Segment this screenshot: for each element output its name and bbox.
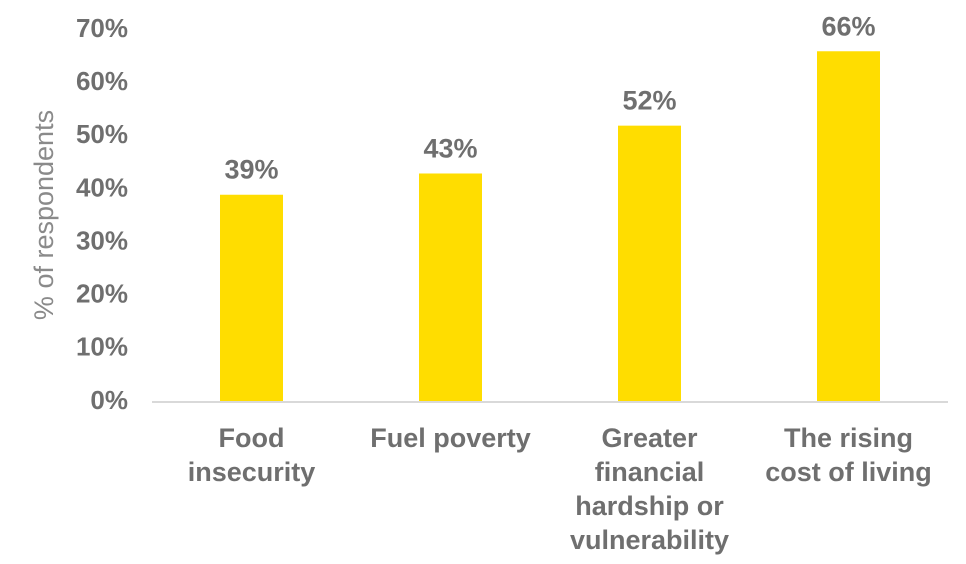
x-category-label-line: Greater xyxy=(601,423,698,453)
x-category-label-line: insecurity xyxy=(188,457,316,487)
x-category-label-line: Fuel poverty xyxy=(370,423,531,453)
y-tick-label: 40% xyxy=(76,172,128,202)
y-tick-label: 70% xyxy=(76,13,128,43)
x-category-label: The rising cost of living xyxy=(765,423,932,487)
bar xyxy=(220,194,283,402)
x-category-label: Food insecurity xyxy=(188,423,316,487)
y-tick-label: 20% xyxy=(76,279,128,309)
bar-series xyxy=(220,51,880,403)
x-axis-category-labels: Food insecurity Fuel poverty Greater financi… xyxy=(188,423,932,555)
x-category-label-line: cost of living xyxy=(765,457,932,487)
x-category-label: Greater financial hardship or vulnerability xyxy=(570,423,729,555)
bar-value-label: 43% xyxy=(423,133,477,163)
x-category-label-line: Food xyxy=(219,423,285,453)
x-category-label-line: The rising xyxy=(784,423,913,453)
y-tick-label: 0% xyxy=(90,385,128,415)
bar-value-label: 39% xyxy=(224,155,278,185)
bar-value-label: 52% xyxy=(622,86,676,116)
x-category-label: Fuel poverty xyxy=(370,423,531,453)
x-category-label-line: vulnerability xyxy=(570,525,729,555)
x-category-label-line: hardship or xyxy=(575,491,724,521)
y-tick-label: 10% xyxy=(76,332,128,362)
y-tick-label: 30% xyxy=(76,225,128,255)
y-tick-label: 60% xyxy=(76,66,128,96)
y-tick-label: 50% xyxy=(76,119,128,149)
y-axis-title: % of respondents xyxy=(29,110,59,320)
data-labels: 39% 43% 52% 66% xyxy=(224,11,875,184)
bar-value-label: 66% xyxy=(821,11,875,41)
y-axis-ticks: 0% 10% 20% 30% 40% 50% 60% 70% xyxy=(76,13,128,415)
bar xyxy=(419,173,482,402)
bar xyxy=(618,125,681,403)
bar xyxy=(817,51,880,402)
x-category-label-line: financial xyxy=(595,457,705,487)
